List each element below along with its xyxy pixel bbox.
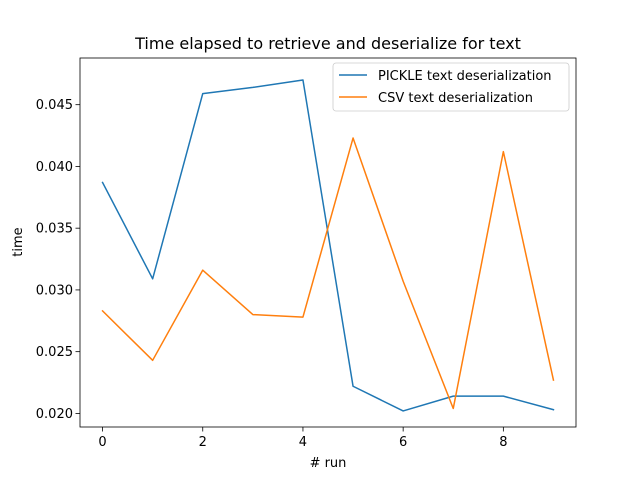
- series-lines: [101, 79, 555, 412]
- legend-box: [332, 62, 570, 112]
- series-line-pickle: [101, 79, 555, 412]
- x-tick-label: 6: [399, 435, 407, 450]
- y-axis-label: time: [11, 227, 26, 256]
- series-line-csv: [101, 137, 555, 410]
- legend-label-pickle: PICKLE text deserialization: [378, 69, 552, 84]
- y-axis-ticks: 0.020 0.025 0.030 0.035 0.040 0.045: [36, 98, 80, 422]
- x-tick-label: 0: [98, 435, 106, 450]
- y-tick-label: 0.025: [36, 345, 73, 360]
- y-tick-label: 0.035: [36, 222, 73, 237]
- plot-area: [80, 58, 576, 427]
- plot-frame: [79, 57, 577, 428]
- y-tick-label: 0.040: [36, 160, 73, 175]
- x-tick-label: 2: [199, 435, 207, 450]
- legend: PICKLE text deserialization CSV text des…: [332, 62, 570, 112]
- x-tick-label: 4: [299, 435, 307, 450]
- chart-title: Time elapsed to retrieve and deserialize…: [134, 34, 521, 53]
- x-tick-label: 8: [499, 435, 507, 450]
- y-tick-label: 0.020: [36, 407, 73, 422]
- legend-label-csv: CSV text deserialization: [378, 91, 533, 106]
- x-axis-ticks: 0 2 4 6 8: [98, 427, 507, 450]
- y-tick-label: 0.030: [36, 283, 73, 298]
- y-tick-label: 0.045: [36, 98, 73, 113]
- x-axis-label: # run: [310, 456, 347, 471]
